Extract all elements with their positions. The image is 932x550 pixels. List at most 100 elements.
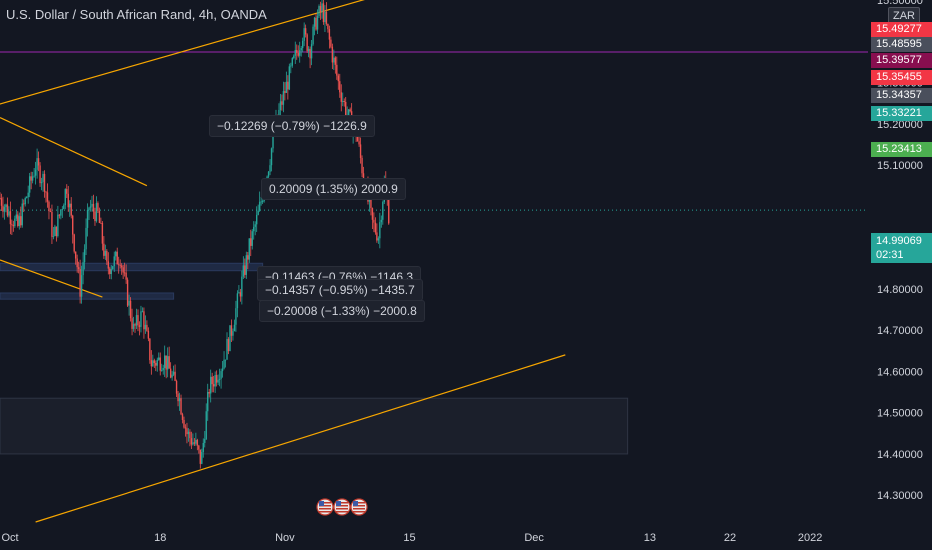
price-badge-4: 15.35455 <box>871 70 932 85</box>
time-tick-label: 13 <box>644 532 656 544</box>
trendline <box>0 259 103 298</box>
candle-body <box>340 92 342 102</box>
measure-label-5[interactable]: −0.20008 (−1.33%) −2000.8 <box>259 300 425 322</box>
candle-body <box>330 39 332 47</box>
candle-body <box>279 101 282 110</box>
flag-canton <box>353 501 358 506</box>
candle-body <box>224 359 227 361</box>
candle-body <box>211 376 213 385</box>
flag-stripe <box>336 511 348 513</box>
candle-body <box>66 189 68 194</box>
candle-body <box>235 308 237 325</box>
candle-body <box>248 238 250 260</box>
candle-body <box>6 204 9 216</box>
flag-stripe <box>353 502 365 504</box>
candle-body <box>43 173 46 192</box>
candle-body <box>294 49 296 56</box>
events-layer[interactable] <box>316 498 368 516</box>
candle-body <box>192 442 194 445</box>
candle-body <box>217 379 219 383</box>
candle-body <box>334 57 337 65</box>
candle-body <box>301 40 304 49</box>
time-axis[interactable]: Oct 18 Nov 15 Dec 13 22 2022 <box>1 532 822 544</box>
currency-button[interactable]: ZAR <box>888 7 920 25</box>
candle-body <box>70 203 72 216</box>
candle-body <box>48 201 50 212</box>
candle-body <box>165 355 167 370</box>
candle-body <box>345 102 347 117</box>
candle-body <box>31 176 34 181</box>
candle-body <box>358 141 360 145</box>
candle-body <box>319 6 322 12</box>
trendline <box>0 117 148 187</box>
candle-body <box>233 324 236 332</box>
candle-body <box>172 371 175 375</box>
flag-stripe <box>319 505 331 507</box>
candle-body <box>42 173 44 182</box>
candle-body <box>190 438 193 445</box>
candle-body <box>0 198 3 206</box>
candle-body <box>359 144 362 158</box>
price-badge-5: 15.34357 <box>871 88 932 103</box>
time-tick-label: Dec <box>524 532 544 544</box>
candle-body <box>199 449 202 464</box>
measure-label-2[interactable]: 0.20009 (1.35%) 2000.9 <box>261 178 406 200</box>
candle-body <box>180 398 182 415</box>
candle-body <box>146 324 148 331</box>
candle-body <box>2 205 4 212</box>
zone-box <box>0 292 175 300</box>
time-tick-label: 15 <box>403 532 415 544</box>
candle-body <box>60 209 62 216</box>
candle-body <box>9 211 12 225</box>
candle-body <box>159 357 161 371</box>
candle-body <box>140 311 142 327</box>
candle-body <box>143 311 145 330</box>
candle-body <box>250 238 252 246</box>
trendline <box>0 0 365 105</box>
candle-body <box>21 203 23 226</box>
flag-stripe <box>353 505 365 507</box>
flag-canton <box>336 501 341 506</box>
flag-canton <box>319 501 324 506</box>
candle-body <box>258 201 261 211</box>
candle-body <box>153 360 156 363</box>
candle-body <box>26 197 28 199</box>
us-flag-icon <box>333 498 351 516</box>
candle-body <box>312 26 314 45</box>
candle-body <box>17 214 19 226</box>
candle-body <box>388 199 390 224</box>
candle-body <box>118 264 120 266</box>
candle-body <box>64 189 66 206</box>
candle-body <box>72 215 74 235</box>
candle-body <box>303 28 305 41</box>
flag-stripe <box>353 511 365 513</box>
candle-body <box>161 370 163 371</box>
candle-body <box>45 191 47 193</box>
candle-body <box>150 360 153 367</box>
candle-body <box>229 325 231 352</box>
candle-body <box>129 300 132 319</box>
candle-body <box>37 158 40 166</box>
candle-body <box>14 218 16 227</box>
measure-label-4[interactable]: −0.14357 (−0.95%) −1435.7 <box>257 279 423 301</box>
candle-body <box>193 442 196 444</box>
candle-body <box>152 360 154 367</box>
candle-body <box>307 48 310 52</box>
flag-stripe <box>336 508 348 510</box>
candle-body <box>100 222 102 224</box>
time-tick-label: Nov <box>275 532 295 544</box>
measure-label-1[interactable]: −0.12269 (−0.79%) −1226.9 <box>209 115 375 137</box>
flag-stripe <box>319 502 331 504</box>
price-tick-label: 14.70000 <box>877 325 923 337</box>
candle-body <box>244 265 246 275</box>
candle-body <box>106 250 108 262</box>
countdown-label: 02:31 <box>876 249 904 261</box>
candle-body <box>110 269 112 275</box>
candle-body <box>101 222 104 244</box>
time-tick-label: 22 <box>724 532 736 544</box>
candle-body <box>67 193 69 208</box>
candle-body <box>299 50 301 56</box>
candle-body <box>325 11 328 24</box>
candle-body <box>61 209 64 210</box>
